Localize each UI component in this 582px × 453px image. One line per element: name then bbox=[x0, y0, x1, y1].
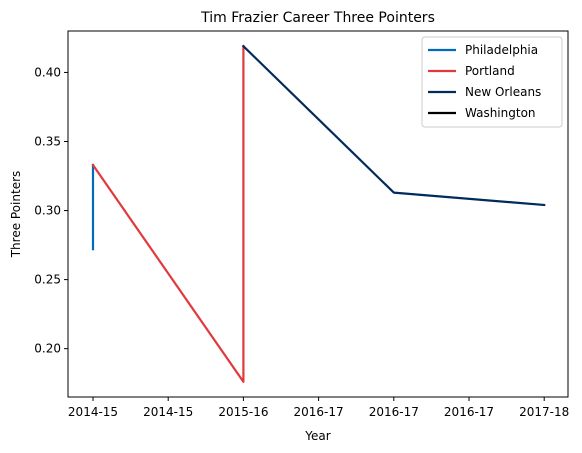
plot-frame bbox=[67, 30, 569, 398]
y-tick-label: 0.35 bbox=[34, 134, 61, 148]
y-tick-label: 0.25 bbox=[34, 273, 61, 287]
legend-label-portland: Portland bbox=[465, 64, 515, 78]
x-tick-label: 2014-15 bbox=[143, 405, 193, 419]
x-tick-label: 2017-18 bbox=[519, 405, 569, 419]
legend-items: Philadelphia Portland New Orleans Washingto… bbox=[428, 43, 541, 120]
series-line-new-orleans bbox=[241, 44, 546, 207]
y-tick-label: 0.20 bbox=[34, 342, 61, 356]
legend-box bbox=[421, 36, 563, 128]
legend: Philadelphia Portland New Orleans Washingto… bbox=[421, 36, 563, 128]
x-tick-label: 2016-17 bbox=[369, 405, 419, 419]
x-axis-ticks: 2014-15 2014-15 2015-16 2016-17 2016-17 2016-… bbox=[68, 397, 569, 419]
x-tick-label: 2014-15 bbox=[68, 405, 118, 419]
series-line-portland bbox=[91, 45, 245, 383]
y-tick-label: 0.40 bbox=[34, 65, 61, 79]
chart-title: Tim Frazier Career Three Pointers bbox=[200, 10, 435, 26]
y-axis-ticks: 0.20 0.25 0.30 0.35 0.40 bbox=[34, 65, 68, 356]
legend-label-washington: Washington bbox=[465, 106, 536, 120]
y-tick-label: 0.30 bbox=[34, 204, 61, 218]
legend-label-philadelphia: Philadelphia bbox=[465, 43, 538, 57]
x-tick-label: 2015-16 bbox=[218, 405, 268, 419]
x-tick-label: 2016-17 bbox=[444, 405, 494, 419]
x-tick-label: 2016-17 bbox=[294, 405, 344, 419]
y-axis-label: Three Pointers bbox=[9, 171, 23, 259]
legend-label-new-orleans: New Orleans bbox=[465, 85, 541, 99]
x-axis-label: Year bbox=[304, 429, 330, 443]
series-lines bbox=[91, 44, 546, 383]
